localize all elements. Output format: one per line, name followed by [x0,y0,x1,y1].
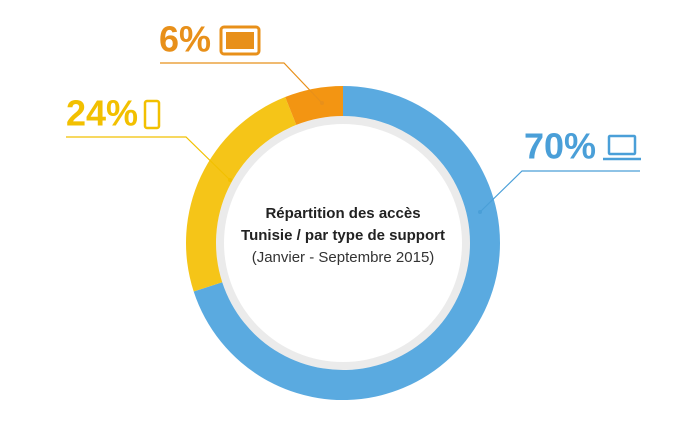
data-label: 24% [66,93,138,134]
leader-line [66,136,231,181]
laptop-icon [603,134,641,161]
donut [185,86,501,400]
slice [185,97,297,292]
leader-dot [228,178,232,182]
data-label: 70% [524,126,596,167]
leader-line [479,170,640,213]
chart-title: Tunisie / par type de support [241,227,445,244]
leader-dot [478,210,482,214]
center [224,124,462,362]
data-label: 6% [159,19,211,60]
slice [285,86,343,125]
leader-dot [320,101,324,105]
tablet-icon [219,25,261,56]
chart-subtitle: (Janvier - Septembre 2015) [252,249,435,266]
chart-title: Répartition des accès [265,205,420,222]
phone-icon [143,99,161,130]
leader-line [160,62,323,104]
